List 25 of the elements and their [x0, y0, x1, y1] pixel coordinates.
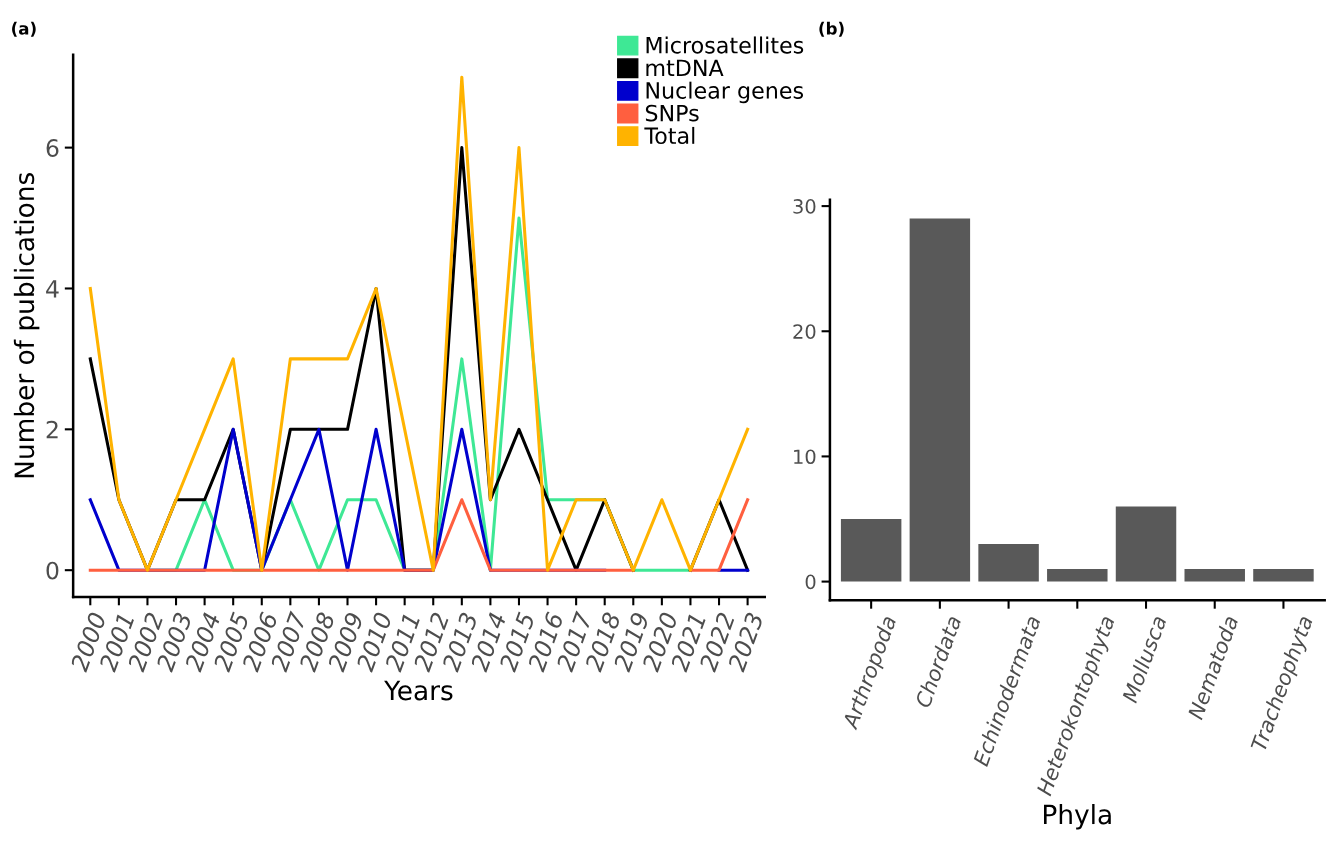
legend-label: Nuclear genes	[646, 81, 804, 104]
y-tick-label: 4	[46, 280, 59, 298]
bar	[909, 218, 971, 582]
y-tick-label: 0	[805, 574, 816, 590]
bar	[1115, 506, 1177, 582]
chart-title: (a)	[12, 21, 36, 37]
y-tick-label: 10	[794, 449, 816, 465]
legend-label: mtDNA	[646, 59, 724, 76]
legend-label: SNPs	[645, 104, 699, 122]
y-tick-label: 6	[46, 139, 59, 157]
x-axis-title: Years	[384, 680, 453, 701]
chart-title: (b)	[819, 21, 844, 37]
y-tick-label: 2	[46, 420, 58, 439]
bar	[978, 544, 1039, 582]
bar	[1047, 569, 1108, 582]
y-tick-label: 0	[46, 561, 59, 580]
y-tick-label: 30	[793, 199, 816, 214]
y-tick-label: 20	[793, 324, 816, 339]
legend-label: Total	[644, 126, 695, 145]
bar	[840, 519, 902, 582]
bar	[1184, 569, 1245, 582]
y-axis-title: Number of publications	[13, 173, 40, 478]
bar	[1253, 569, 1314, 582]
x-axis-title: Phyla	[1044, 803, 1111, 830]
legend-label: Microsatellites	[646, 36, 804, 54]
